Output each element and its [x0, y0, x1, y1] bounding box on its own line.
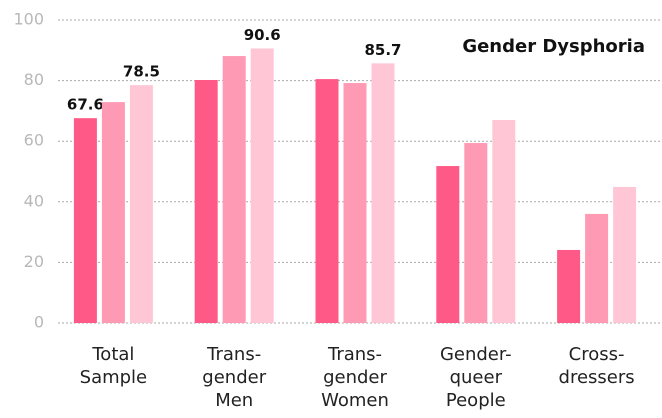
bar	[436, 166, 460, 323]
y-tick-label: 0	[34, 313, 44, 332]
y-tick-label: 40	[24, 191, 44, 210]
bar	[101, 102, 125, 323]
bar	[343, 83, 367, 323]
bar	[250, 48, 274, 324]
x-tick-label: Cross-	[569, 344, 625, 365]
value-label: 85.7	[364, 41, 401, 59]
x-tick-label: Gender-	[440, 344, 512, 365]
value-label: 90.6	[244, 26, 281, 44]
bar	[315, 79, 339, 324]
x-tick-label: Trans-	[206, 344, 261, 365]
bar	[557, 249, 581, 323]
y-tick-label: 20	[24, 252, 44, 271]
y-tick-label: 60	[24, 131, 44, 150]
bar	[371, 63, 395, 323]
x-tick-label: Men	[215, 390, 253, 411]
x-tick-label: gender	[202, 367, 266, 388]
x-tick-label: dressers	[559, 367, 635, 388]
y-tick-label: 100	[13, 10, 44, 29]
x-tick-label: queer	[450, 367, 503, 388]
value-label: 78.5	[123, 63, 160, 81]
bar	[129, 85, 153, 324]
bar	[464, 143, 488, 323]
y-tick-label: 80	[24, 70, 44, 89]
bar	[613, 186, 637, 323]
chart-title: Gender Dysphoria	[462, 36, 645, 57]
bar	[73, 118, 97, 323]
x-tick-label: Women	[321, 390, 389, 411]
bar	[222, 56, 246, 323]
bar	[585, 213, 609, 323]
x-tick-label: People	[446, 390, 506, 411]
bar	[194, 79, 218, 323]
value-label: 67.6	[67, 96, 104, 114]
x-tick-label: Trans-	[327, 344, 382, 365]
x-tick-label: Sample	[80, 367, 148, 388]
x-tick-label: Total	[91, 344, 134, 365]
x-tick-label: gender	[323, 367, 387, 388]
bar	[492, 119, 516, 324]
